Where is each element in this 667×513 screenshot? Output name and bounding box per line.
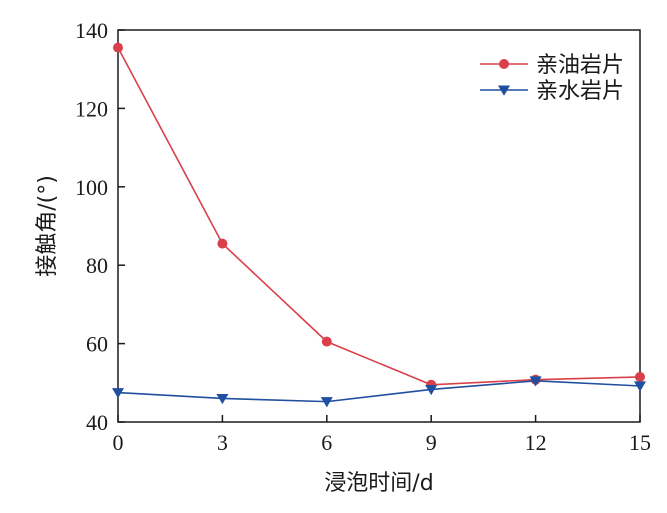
y-tick-label: 140 [75,18,108,43]
plot-frame [117,29,641,423]
series-layer [112,42,646,408]
x-tick-label: 12 [525,430,547,455]
legend-label-oil-wet: 亲油岩片 [536,53,624,78]
x-tick-label: 15 [629,430,651,455]
series-line-water-wet [117,380,641,403]
data-point-water-wet [529,376,542,387]
data-point-oil-wet [321,336,332,347]
data-point-water-wet [634,381,646,392]
x-tick-label: 6 [321,430,332,455]
legend-marker-water-wet [498,85,510,96]
y-tick-label: 120 [75,96,108,121]
data-point-water-wet [112,388,124,399]
x-axis-ticks: 0 3 6 9 12 15 [113,415,651,455]
y-tick-label: 80 [86,253,108,278]
legend-label-water-wet: 亲水岩片 [536,79,624,104]
data-point-oil-wet [113,42,123,53]
y-tick-label: 40 [86,410,108,435]
data-point-oil-wet [635,371,645,382]
x-axis-title: 浸泡时间/d [324,471,433,496]
y-axis-ticks: 40 60 80 100 120 140 [75,18,125,435]
y-tick-label: 100 [75,175,108,200]
legend-marker-oil-wet [499,59,509,69]
data-point-water-wet [216,393,229,405]
y-axis-title: 接触角/(°) [35,175,60,277]
x-tick-label: 0 [113,430,124,455]
x-tick-label: 3 [217,430,228,455]
series-line-oil-wet [117,47,641,386]
data-point-oil-wet [217,238,228,249]
x-tick-label: 9 [426,430,437,455]
y-tick-label: 60 [86,332,108,357]
data-point-water-wet [320,397,333,408]
data-point-water-wet [425,384,438,396]
